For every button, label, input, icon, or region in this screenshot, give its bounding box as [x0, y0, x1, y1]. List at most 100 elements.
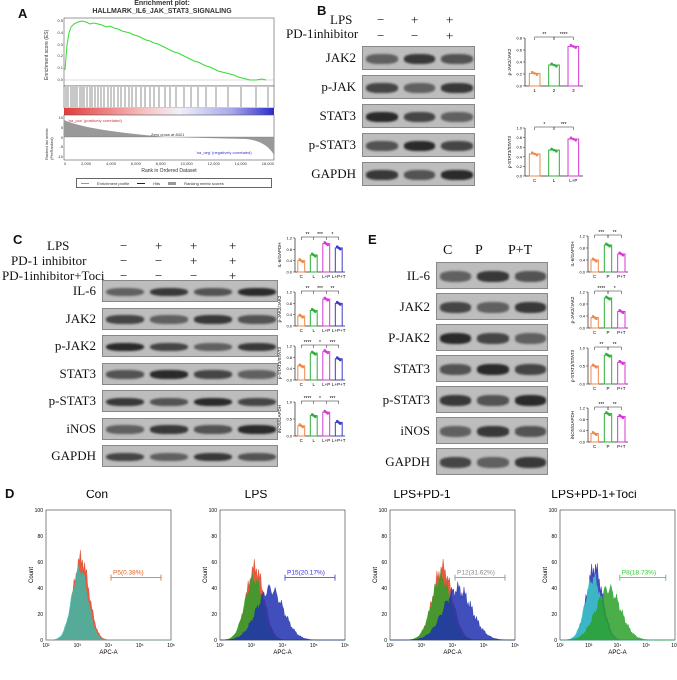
sig-label: **	[613, 402, 617, 408]
bar	[528, 153, 541, 177]
data-point	[531, 151, 534, 155]
y-tick-label: 40	[211, 586, 217, 592]
data-point	[594, 433, 598, 437]
c-treatment-lps: LPS	[47, 238, 70, 253]
y-tick-label: 0.6	[516, 48, 522, 53]
panel-c-blots: IL-6 JAK2 p-JAK2 STAT3 p-STAT3 iNOS GAPDH	[5, 280, 280, 470]
data-point	[531, 70, 534, 74]
y-tick-label: 40	[37, 586, 43, 592]
bar	[309, 415, 318, 437]
blot-band	[194, 452, 232, 462]
y-tick-label: 0.5	[286, 417, 292, 422]
blot-band	[150, 342, 188, 352]
y-tick-label: 60	[37, 560, 43, 566]
x-tick-label: 10⁶	[511, 643, 519, 649]
blot-row: p-STAT3	[5, 390, 278, 412]
y-tick-label: 40	[551, 586, 557, 592]
blot-band	[441, 170, 473, 180]
y-tick-label: 100	[379, 508, 388, 514]
data-point	[569, 43, 573, 47]
gsea-rank-ticks: 0 2,000 4,000 6,000 8,000 10,000 12,000 14,000 1…	[64, 161, 274, 166]
blot-label: JAK2	[65, 310, 96, 326]
blot-label: IL-6	[72, 283, 96, 298]
y-tick-label: 100	[209, 508, 218, 514]
sig-bracket	[326, 290, 339, 294]
y-tick-label: 0.0	[286, 270, 292, 275]
sig-label: *	[319, 340, 321, 346]
x-tick-label: P+T	[617, 386, 626, 391]
bar	[617, 253, 626, 273]
x-tick-label: C	[593, 444, 597, 449]
y-tick-label: 0.8	[579, 246, 585, 251]
blot-band	[194, 397, 232, 407]
bar	[334, 302, 343, 327]
gate-marker	[619, 574, 667, 581]
blot-band	[403, 141, 436, 151]
blot-band	[477, 333, 509, 344]
x-tick-label: L+P	[322, 438, 330, 443]
blot-band	[238, 315, 276, 324]
panel-label-d: D	[5, 486, 15, 501]
blot-band	[238, 370, 276, 379]
blot-band	[514, 395, 546, 406]
blot-label: JAK2	[399, 299, 430, 314]
histogram-series	[45, 565, 171, 641]
b-sign: −	[411, 28, 419, 43]
y-tick-label: 100	[35, 508, 44, 514]
blot-label: p-STAT3	[382, 392, 430, 407]
bar	[528, 72, 541, 87]
x-tick-label: L+P+T	[332, 438, 346, 443]
blot-label: iNOS	[66, 420, 96, 436]
sig-label: **	[599, 342, 603, 348]
x-tick-label: L	[312, 328, 315, 333]
x-tick-label: 10⁶	[167, 643, 175, 649]
blot-membrane	[102, 307, 278, 330]
sig-bracket	[326, 344, 339, 348]
sig-label: ***	[598, 402, 604, 408]
data-point	[301, 425, 305, 429]
c-sign: +	[155, 238, 163, 253]
y-tick-label: 0.4	[516, 154, 522, 159]
blot-row: IL-6	[5, 280, 278, 302]
y-tick-label: 0.0	[516, 84, 522, 89]
data-point	[569, 136, 573, 140]
sig-bracket	[326, 236, 339, 240]
data-point	[313, 415, 317, 419]
sig-label: **	[613, 342, 617, 348]
b-sign: +	[446, 12, 454, 27]
blot-row: JAK2	[290, 46, 475, 70]
blot-band	[150, 287, 188, 297]
bar	[309, 352, 318, 381]
blot-label: IL-6	[406, 268, 430, 283]
blot-band	[106, 397, 144, 407]
x-tick-label: 10⁵	[310, 643, 318, 649]
flow-histogram-1: LPS 0 20 40 60 80 100 10² 10³ 10⁴ 10⁵ 10⁶ APC-A Count…	[203, 490, 349, 656]
blot-membrane	[102, 390, 278, 412]
plot-frame	[45, 509, 172, 641]
x-tick-label: P	[606, 444, 609, 449]
b-sign: −	[377, 28, 385, 43]
blot-band	[150, 452, 188, 462]
c-sign: +	[229, 268, 237, 283]
bar	[617, 311, 626, 329]
gsea-xlabel: Rank in Ordered Dataset	[141, 168, 197, 174]
y-axis-label: p-STAT3/STAT3	[277, 347, 282, 379]
data-point	[594, 365, 598, 369]
bar	[548, 149, 560, 177]
sig-bracket	[553, 36, 574, 40]
sig-label: *	[614, 286, 616, 292]
flow-histogram-2: LPS+PD-1 0 20 40 60 80 100 10² 10³ 10⁴ 10⁵ 10⁶ APC-A…	[373, 490, 519, 656]
y-tick-label: 0.2	[516, 72, 522, 77]
y-tick-label: 1.2	[579, 406, 585, 411]
blot-band	[238, 452, 276, 462]
sig-label: ****	[304, 396, 312, 402]
x-tick-label: 10²	[216, 643, 224, 649]
blot-band	[477, 271, 509, 282]
y-axis-label: p-STAT3/STAT3	[507, 136, 512, 168]
y-tick-label: 0.8	[286, 247, 292, 252]
sig-label: *	[319, 396, 321, 402]
x-tick-label: 10³	[248, 643, 256, 649]
blot-membrane	[436, 355, 548, 382]
y-tick-label: 0.8	[516, 36, 522, 41]
